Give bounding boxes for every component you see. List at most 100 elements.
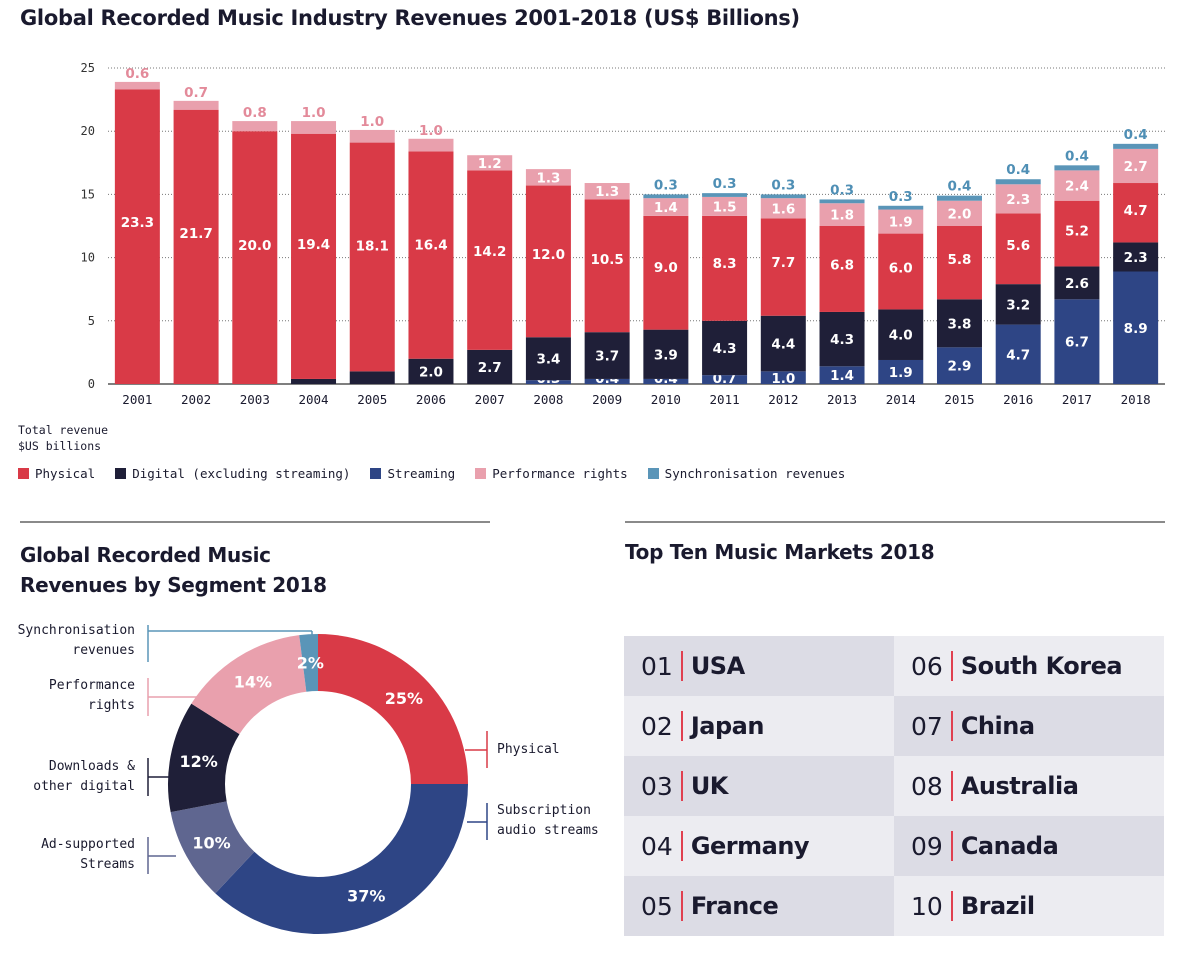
bar-segment-digital	[878, 309, 924, 360]
bar-segment-physical	[584, 199, 630, 333]
divider-left	[20, 521, 490, 523]
legend-swatch-performance	[475, 468, 487, 479]
bar-segment-digital	[936, 299, 982, 348]
bar-data-label: 3.8	[948, 316, 972, 332]
x-tick-label: 2012	[768, 392, 798, 405]
bar-segment-streaming	[584, 378, 630, 384]
bar-data-label: 4.4	[771, 337, 795, 353]
bar-data-label: 21.7	[179, 226, 212, 242]
market-name: Australia	[960, 772, 1079, 800]
totals-label-line1: Total revenue	[18, 423, 109, 437]
bar-segment-performance	[349, 129, 395, 143]
bar-data-label: 1.4	[830, 368, 854, 384]
x-tick-label: 2005	[357, 392, 387, 405]
bar-data-label: 1.0	[360, 114, 384, 130]
x-tick-label: 2016	[1003, 392, 1033, 405]
bar-segment-digital	[349, 371, 395, 384]
donut-slice-label: 2%	[297, 654, 324, 673]
bar-data-label: 4.3	[713, 341, 737, 357]
bar-segment-physical	[1113, 183, 1159, 243]
market-separator	[950, 771, 953, 801]
bar-segment-digital	[1113, 242, 1159, 272]
market-name: Canada	[960, 832, 1059, 860]
bar-segment-performance	[173, 100, 219, 110]
markets-row: 01 USA 06 South Korea	[624, 636, 1164, 696]
bar-segment-digital	[525, 337, 571, 381]
market-item: 05 France	[624, 876, 894, 936]
bar-data-label: 2.6	[1065, 276, 1089, 292]
bar-data-label: 12.0	[532, 247, 565, 263]
market-name: Japan	[690, 712, 765, 740]
totals-row-label: Total revenue $US billions	[18, 422, 108, 454]
bar-segment-physical	[173, 109, 219, 384]
bar-segment-sync	[643, 194, 689, 199]
x-tick-label: 2007	[475, 392, 505, 405]
bar-segment-streaming	[819, 366, 865, 384]
donut-slice	[167, 703, 240, 813]
market-name: USA	[690, 652, 745, 680]
market-name: China	[960, 712, 1035, 740]
market-rank: 07	[911, 711, 943, 741]
market-separator	[680, 831, 683, 861]
bar-segment-performance	[643, 198, 689, 216]
bar-data-label: 5.6	[1006, 238, 1030, 254]
bar-data-label: 6.7	[1065, 335, 1089, 351]
x-tick-label: 2004	[298, 392, 328, 405]
donut-label-downloads-line2: other digital	[33, 779, 135, 794]
legend-swatch-sync	[647, 468, 659, 479]
bar-data-label: 0.8	[243, 105, 267, 121]
bar-data-label: 0.4	[1006, 162, 1030, 178]
bar-data-label: 14.2	[473, 244, 506, 260]
top-markets-table: 01 USA 06 South Korea 02 Japan 07 China 03 UK…	[624, 636, 1164, 936]
y-tick-label: 5	[88, 314, 95, 328]
donut-slice-label: 25%	[385, 689, 423, 708]
donut-slice-label: 37%	[347, 887, 385, 906]
bar-segment-performance	[584, 183, 630, 200]
donut-slice	[215, 784, 468, 934]
market-separator	[950, 891, 953, 921]
bar-data-label: 1.3	[536, 170, 560, 186]
x-tick-label: 2018	[1121, 392, 1151, 405]
bar-data-label: 3.9	[654, 347, 678, 363]
bar-data-label: 1.0	[419, 123, 443, 139]
donut-label-adsupported-line1: Ad-supported	[41, 837, 135, 852]
market-item: 03 UK	[624, 756, 894, 816]
markets-row: 05 France 10 Brazil	[624, 876, 1164, 936]
donut-slice	[170, 801, 255, 894]
bar-data-label: 0.3	[654, 177, 678, 193]
market-rank: 02	[641, 711, 673, 741]
bar-segment-sync	[760, 194, 806, 199]
market-name: Brazil	[960, 892, 1035, 920]
bar-segment-performance	[760, 198, 806, 219]
bar-data-label: 20.0	[238, 238, 271, 254]
bar-segment-physical	[525, 185, 571, 338]
bar-segment-performance	[819, 203, 865, 226]
bar-segment-digital	[995, 284, 1041, 325]
bar-data-label: 1.0	[302, 105, 326, 121]
market-item: 09 Canada	[894, 816, 1164, 876]
bar-data-label: 8.9	[1124, 321, 1148, 337]
bar-segment-streaming	[878, 359, 924, 384]
donut-label-subscription-line2: audio streams	[497, 823, 599, 838]
bar-data-label: 2.4	[1065, 179, 1089, 195]
x-tick-label: 2006	[416, 392, 446, 405]
donut-label-physical-line1: Physical	[497, 742, 560, 757]
donut-label-adsupported-line2: Streams	[80, 857, 135, 872]
bar-segment-physical	[819, 226, 865, 312]
bar-segment-digital	[291, 378, 337, 384]
bar-segment-physical	[702, 215, 748, 321]
market-separator	[680, 651, 683, 681]
bar-data-label: 3.2	[1006, 297, 1030, 313]
x-tick-label: 2008	[533, 392, 563, 405]
bar-segment-physical	[408, 151, 454, 359]
y-tick-label: 0	[88, 377, 95, 391]
donut-label-subscription: Subscription audio streams	[497, 801, 599, 841]
bar-data-label: 3.4	[536, 352, 560, 368]
bar-segment-digital	[1054, 266, 1100, 300]
donut-label-performance-line2: rights	[88, 698, 135, 713]
market-separator	[950, 711, 953, 741]
bar-chart-title: Global Recorded Music Industry Revenues …	[20, 6, 800, 30]
legend-label-sync: Synchronisation revenues	[664, 466, 846, 481]
bar-segment-sync	[878, 205, 924, 210]
bar-data-label: 6.8	[830, 258, 854, 274]
